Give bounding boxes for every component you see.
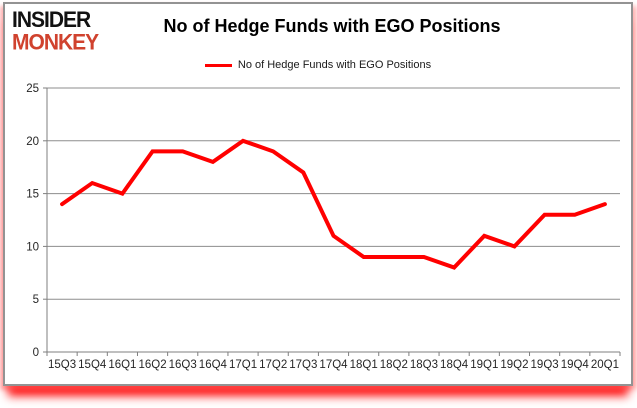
y-tick-label: 10 xyxy=(26,241,39,253)
chart-title: No of Hedge Funds with EGO Positions xyxy=(163,16,501,36)
x-tick-label: 18Q1 xyxy=(350,359,378,371)
x-tick-label: 17Q4 xyxy=(319,359,348,371)
x-tick-label: 20Q1 xyxy=(591,359,619,371)
logo-text-monkey: MONKEY xyxy=(12,30,99,55)
x-tick-label: 17Q3 xyxy=(289,359,317,371)
x-tick-label: 15Q4 xyxy=(78,359,107,371)
x-tick-label: 18Q2 xyxy=(380,359,408,371)
insider-monkey-logo: INSIDER MONKEY xyxy=(12,8,99,55)
logo-text-insider: INSIDER xyxy=(12,8,91,33)
data-line xyxy=(60,138,607,270)
y-tick-label: 15 xyxy=(26,189,39,201)
x-tick-label: 18Q4 xyxy=(440,359,469,371)
x-tick-label: 19Q1 xyxy=(470,359,498,371)
x-tick-label: 15Q3 xyxy=(48,359,76,371)
x-tick-label: 17Q1 xyxy=(229,359,257,371)
x-tick-label: 16Q3 xyxy=(169,359,197,371)
legend: No of Hedge Funds with EGO Positions xyxy=(5,59,631,71)
x-tick-label: 16Q2 xyxy=(138,359,166,371)
legend-line-swatch xyxy=(204,63,232,67)
chart-card: 0 5 10 15 20 25 15Q3 15Q4 16Q1 16Q2 16Q3 16Q4 17Q1 17… xyxy=(3,2,633,386)
x-tick-label: 19Q4 xyxy=(561,359,590,371)
x-tick-label: 16Q4 xyxy=(199,359,228,371)
x-tick-label: 19Q3 xyxy=(531,359,559,371)
x-tick-label: 18Q3 xyxy=(410,359,438,371)
y-tick-label: 25 xyxy=(26,83,39,95)
y-tick-label: 5 xyxy=(33,294,39,306)
y-tick-label: 0 xyxy=(33,347,39,359)
legend-label: No of Hedge Funds with EGO Positions xyxy=(237,59,432,71)
y-tick-label: 20 xyxy=(26,136,39,148)
x-tick-label: 17Q2 xyxy=(259,359,287,371)
x-tick-label: 19Q2 xyxy=(500,359,528,371)
x-tick-label: 16Q1 xyxy=(108,359,136,371)
